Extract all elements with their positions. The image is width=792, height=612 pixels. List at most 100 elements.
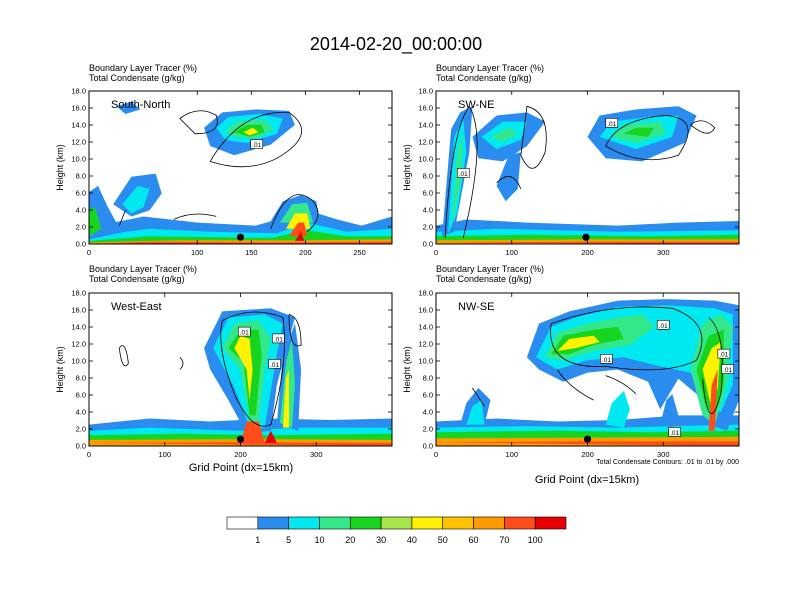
y-tick-label: 12.0 (71, 138, 86, 147)
panel-south-north: Boundary Layer Tracer (%) Total Condensa… (55, 63, 393, 257)
y-tick-label: 18.0 (418, 289, 433, 298)
contour-label-box (600, 353, 613, 364)
tracer-fill-redorange (708, 369, 718, 431)
contour-label: .01 (240, 330, 249, 337)
condensate-contour-line (288, 314, 302, 347)
contour-label-box (721, 364, 734, 374)
center-point-marker (582, 233, 590, 241)
contour-label: .01 (607, 121, 616, 128)
contour-label: .01 (719, 352, 728, 359)
y-tick-label: 4.0 (423, 206, 433, 215)
colorbar-tick-label: 50 (438, 535, 448, 545)
y-axis-label: Height (km) (402, 144, 412, 191)
x-tick-label: 0 (434, 450, 438, 459)
contour-footnote: Total Condensate Contours: .01 to .01 by… (596, 459, 739, 466)
contour-labels: .01 (250, 139, 264, 149)
plot-frame (88, 90, 393, 245)
condensate-contour-line (496, 176, 522, 190)
y-tick-label: 16.0 (71, 104, 86, 113)
x-tick-label: 300 (657, 450, 670, 459)
y-tick-label: 2.0 (423, 425, 433, 434)
y-tick-label: 10.0 (71, 357, 86, 366)
condensate-contour-line (179, 110, 218, 135)
y-tick-label: 8.0 (76, 172, 86, 181)
colorbar-swatch-white (226, 516, 259, 530)
colorbar-tick-label: 1 (255, 535, 260, 545)
x-tick-label: 150 (245, 248, 258, 257)
y-tick-label: 0.0 (76, 442, 86, 451)
contour-label: .01 (602, 357, 611, 364)
tracer-fill-yellow (234, 335, 253, 401)
y-tick-label: 14.0 (418, 121, 433, 130)
y-tick-label: 8.0 (423, 374, 433, 383)
y-tick-label: 4.0 (76, 408, 86, 417)
x-tick-label: 100 (505, 450, 518, 459)
x-tick-label: 0 (434, 248, 438, 257)
colorbar-tick-label: 20 (345, 535, 355, 545)
y-tick-label: 12.0 (71, 340, 86, 349)
y-axis-ticks: 0.0 2.0 4.0 6.0 8.0 10.0 12.0 14.0 16.0 18.0 (418, 87, 739, 249)
contour-label-box (456, 168, 470, 178)
y-tick-label: 14.0 (71, 323, 86, 332)
condensate-contour-line (270, 194, 319, 233)
condensate-contours (118, 110, 319, 233)
y-axis-label: Height (km) (55, 144, 65, 191)
tracer-fill-cyan (605, 390, 630, 428)
y-tick-label: 16.0 (71, 306, 86, 315)
condensate-contour-line (209, 111, 302, 168)
panel-subtitle-condensate: Total Condensate (g/kg) (89, 73, 185, 83)
tracer-fill-redorange (289, 222, 308, 237)
x-tick-label: 100 (505, 248, 518, 257)
panel-subtitle-condensate: Total Condensate (g/kg) (436, 73, 532, 83)
tracer-fill-yellow (282, 369, 289, 428)
condensate-contour-line (550, 306, 703, 371)
y-tick-label: 0.0 (423, 240, 433, 249)
tracer-fill-seagreen (490, 127, 518, 142)
contour-label-box (605, 118, 619, 128)
tracer-fill-redorange (240, 421, 265, 443)
x-tick-label: 0 (87, 248, 91, 257)
colorbar-swatch-redorange (504, 516, 536, 530)
condensate-contour-line (444, 105, 478, 238)
cross-section-label: South-North (111, 99, 170, 111)
y-tick-label: 12.0 (418, 340, 433, 349)
tracer-fill-cyan (122, 185, 150, 214)
condensate-contour-line (472, 387, 485, 407)
x-axis-ticks: 0 100 150 200 250 (87, 91, 366, 257)
condensate-contour-line (690, 120, 716, 134)
condensate-contour-line (556, 369, 594, 401)
colorbar-swatch-green (349, 516, 382, 530)
contour-label-box (237, 326, 251, 337)
y-tick-label: 4.0 (423, 408, 433, 417)
tracer-fill-red (295, 231, 305, 241)
y-tick-label: 10.0 (418, 155, 433, 164)
cross-section-label: West-East (111, 301, 162, 313)
x-axis-label: Grid Point (dx=15km) (189, 462, 293, 474)
contour-label-box (668, 427, 681, 437)
contour-label: .01 (252, 142, 261, 149)
y-tick-label: 4.0 (76, 206, 86, 215)
colorbar-tick-label: 40 (407, 535, 417, 545)
center-point-marker (583, 435, 592, 443)
tracer-fill-green (89, 207, 102, 237)
y-tick-label: 18.0 (71, 289, 86, 298)
tracer-fill-green (623, 127, 655, 137)
tracer-fill-yellow (557, 335, 600, 352)
contour-label-box (656, 319, 670, 330)
x-tick-label: 200 (581, 450, 594, 459)
panel-subtitle-condensate: Total Condensate (g/kg) (436, 274, 532, 284)
y-tick-label: 18.0 (418, 87, 433, 96)
contour-label: .01 (274, 336, 283, 343)
contour-labels: .01 .01 (456, 118, 619, 178)
contour-label: .01 (659, 323, 668, 330)
condensate-contour-line (605, 375, 637, 395)
y-tick-label: 6.0 (76, 189, 86, 198)
colorbar-swatch-blue (257, 516, 289, 530)
colorbar: 1 5 10 20 30 40 50 60 70 100 (226, 516, 567, 545)
x-axis-ticks: 0 100 200 300 (87, 293, 323, 459)
condensate-contours (472, 306, 723, 415)
cross-section-label: NW-SE (458, 301, 494, 313)
colorbar-tick-label: 30 (376, 535, 386, 545)
cross-section-label: SW-NE (458, 99, 494, 111)
